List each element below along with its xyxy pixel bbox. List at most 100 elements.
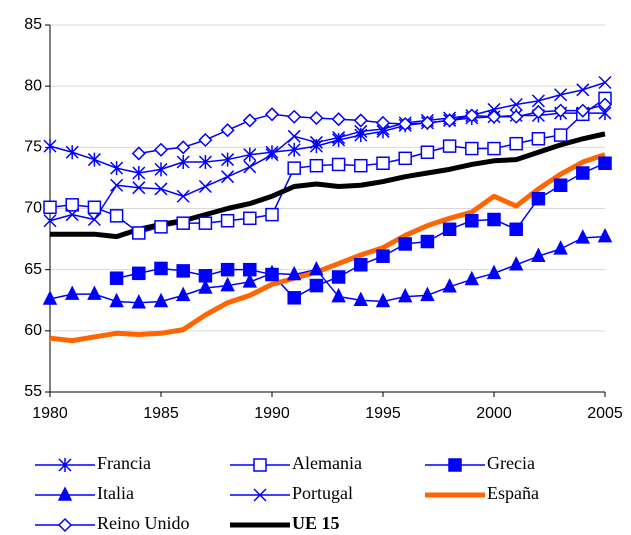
marker (531, 94, 545, 108)
marker (509, 109, 524, 124)
marker (376, 249, 390, 263)
marker (253, 488, 267, 502)
marker (220, 262, 235, 277)
marker (465, 141, 479, 156)
marker (464, 270, 480, 286)
marker (176, 216, 190, 230)
marker (110, 161, 124, 176)
marker (442, 278, 457, 293)
marker (598, 75, 612, 90)
marker (531, 104, 546, 119)
marker (397, 287, 413, 303)
marker (176, 264, 190, 278)
marker (509, 136, 523, 151)
marker (509, 222, 523, 237)
marker (43, 139, 57, 154)
marker (553, 103, 568, 118)
marker (353, 113, 368, 128)
marker (575, 103, 590, 118)
x-tick-label: 1985 (143, 405, 179, 422)
marker (309, 110, 324, 126)
marker (332, 131, 346, 145)
marker (486, 109, 502, 124)
marker (198, 155, 212, 170)
marker (132, 226, 146, 240)
marker (331, 287, 346, 303)
marker (110, 178, 124, 192)
marker (154, 162, 168, 177)
marker (198, 216, 213, 230)
legend-item: UE 15 (230, 513, 340, 533)
marker (353, 291, 369, 306)
marker (287, 142, 301, 157)
series-line (138, 103, 606, 155)
marker (376, 156, 390, 170)
marker (464, 108, 479, 123)
marker (487, 212, 501, 227)
marker (220, 213, 235, 228)
marker (43, 200, 57, 215)
marker (64, 285, 80, 300)
marker (176, 155, 190, 170)
marker (242, 113, 257, 128)
legend-label: Alemania (292, 453, 362, 473)
marker (154, 220, 168, 234)
y-tick-label: 60 (24, 322, 42, 339)
marker (253, 458, 267, 472)
marker (43, 214, 57, 228)
series-line (49, 81, 606, 222)
marker (65, 145, 79, 160)
marker (332, 132, 346, 147)
x-tick-label: 2000 (476, 405, 512, 422)
legend-label: Grecia (487, 453, 535, 473)
legend-label: Francia (97, 453, 151, 473)
marker (597, 227, 613, 243)
marker (398, 151, 412, 166)
y-tick-label: 65 (24, 261, 42, 278)
marker (398, 237, 412, 251)
marker (265, 207, 279, 222)
legend-item: Italia (35, 483, 134, 503)
marker (509, 97, 523, 112)
marker (375, 292, 391, 308)
x-tick-label: 2005 (587, 405, 623, 422)
legend-item: Alemania (230, 453, 362, 473)
marker (531, 247, 546, 262)
marker (576, 166, 590, 180)
marker (465, 213, 479, 228)
marker (265, 148, 279, 162)
x-tick-label: 1995 (365, 405, 401, 422)
marker (531, 191, 546, 206)
legend-item: España (425, 483, 539, 503)
marker (448, 458, 462, 472)
y-tick-label: 70 (24, 200, 42, 217)
marker (176, 140, 191, 155)
marker (153, 292, 169, 308)
legend-item: Reino Unido (35, 513, 190, 533)
marker (153, 142, 169, 157)
marker (198, 179, 212, 194)
marker (287, 129, 301, 143)
marker (220, 123, 235, 138)
marker (597, 97, 613, 112)
marker (109, 271, 124, 285)
marker (57, 517, 73, 533)
marker (65, 198, 79, 212)
y-tick-label: 85 (24, 16, 42, 33)
marker (132, 181, 146, 195)
legend-label: UE 15 (292, 513, 340, 533)
marker (287, 109, 302, 124)
marker (243, 160, 257, 174)
marker (398, 117, 413, 132)
legend-item: Portugal (230, 483, 353, 503)
marker (87, 152, 101, 167)
marker (553, 128, 568, 142)
marker (354, 124, 368, 138)
marker (131, 294, 147, 309)
legend-label: Italia (97, 483, 134, 503)
marker (331, 112, 346, 127)
marker (57, 486, 73, 501)
marker (442, 222, 457, 237)
marker (87, 285, 102, 300)
